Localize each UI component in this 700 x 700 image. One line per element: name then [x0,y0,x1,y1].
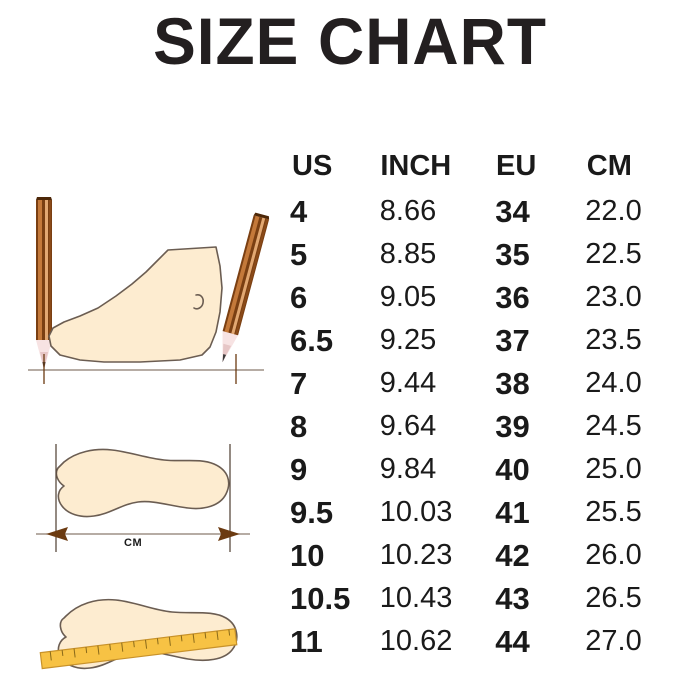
cell-cm: 23.5 [585,324,642,356]
cell-cm: 26.0 [585,539,642,571]
cell-cm: 25.5 [585,496,642,528]
cell-us: 6.5 [290,323,334,358]
ankle-mark-icon [193,294,204,310]
cell-eu: 38 [495,366,530,401]
table-header-row: US INCH EU CM [278,142,678,190]
cell-inch: 10.03 [379,496,453,528]
size-table: US INCH EU CM 4 8.66 34 22.0 5 8.85 35 2… [278,142,678,663]
cell-us: 9.5 [290,495,334,530]
cell-cm: 22.5 [585,238,642,270]
table-row: 9.5 10.03 41 25.5 [278,491,678,534]
cell-us: 9 [290,452,308,487]
cell-eu: 42 [495,538,530,573]
footprint-icon [55,448,230,518]
cell-inch: 9.25 [379,324,437,356]
table-row: 4 8.66 34 22.0 [278,190,678,233]
cell-inch: 10.62 [379,625,453,657]
cell-cm: 23.0 [585,281,642,313]
cell-inch: 10.23 [379,539,453,571]
page-title: SIZE CHART [153,4,547,78]
cell-inch: 9.64 [379,410,437,442]
cell-us: 11 [290,624,323,659]
cell-cm: 22.0 [585,195,642,227]
cell-us: 6 [290,280,308,315]
dimension-arrow-icon-right [218,527,240,541]
cell-eu: 37 [495,323,530,358]
header-us: US [292,149,333,182]
footprint-tape-illustration [39,598,238,670]
cell-eu: 40 [495,452,530,487]
table-row: 7 9.44 38 24.0 [278,362,678,405]
pencil-icon-left [36,197,52,370]
cell-inch: 8.66 [379,195,437,227]
cell-inch: 9.84 [379,453,437,485]
cell-cm: 26.5 [585,582,642,614]
dimension-arrow-icon-left [46,527,68,541]
cell-eu: 41 [495,495,530,530]
header-cm: CM [586,149,632,182]
table-row: 5 8.85 35 22.5 [278,233,678,276]
cell-us: 5 [290,237,308,272]
table-row: 6 9.05 36 23.0 [278,276,678,319]
cell-us: 8 [290,409,308,444]
cell-eu: 36 [495,280,530,315]
cell-cm: 27.0 [585,625,642,657]
table-row: 9 9.84 40 25.0 [278,448,678,491]
cell-eu: 43 [495,581,530,616]
table-row: 10.5 10.43 43 26.5 [278,577,678,620]
foot-side-view-illustration [28,197,270,384]
cell-eu: 39 [495,409,530,444]
table-row: 8 9.64 39 24.5 [278,405,678,448]
cell-us: 10 [290,538,325,573]
measuring-tape-icon [39,628,238,670]
table-row: 11 10.62 44 27.0 [278,620,678,663]
header-inch: INCH [380,149,452,182]
cell-inch: 9.05 [379,281,437,313]
cell-us: 10.5 [290,581,351,616]
cm-dimension-label: CM [124,537,143,549]
header-eu: EU [496,149,537,182]
cell-inch: 8.85 [379,238,437,270]
footprint-dimension-illustration [36,444,250,552]
table-row: 6.5 9.25 37 23.5 [278,319,678,362]
cell-us: 7 [290,366,308,401]
cell-inch: 10.43 [379,582,453,614]
cell-cm: 24.5 [585,410,642,442]
foot-side-icon [48,246,223,363]
pencil-icon-right [222,212,270,363]
cell-eu: 44 [495,624,530,659]
cell-inch: 9.44 [379,367,437,399]
cell-us: 4 [290,194,308,229]
cell-cm: 25.0 [585,453,642,485]
cell-eu: 35 [495,237,530,272]
cell-cm: 24.0 [585,367,642,399]
table-row: 10 10.23 42 26.0 [278,534,678,577]
cell-eu: 34 [495,194,530,229]
